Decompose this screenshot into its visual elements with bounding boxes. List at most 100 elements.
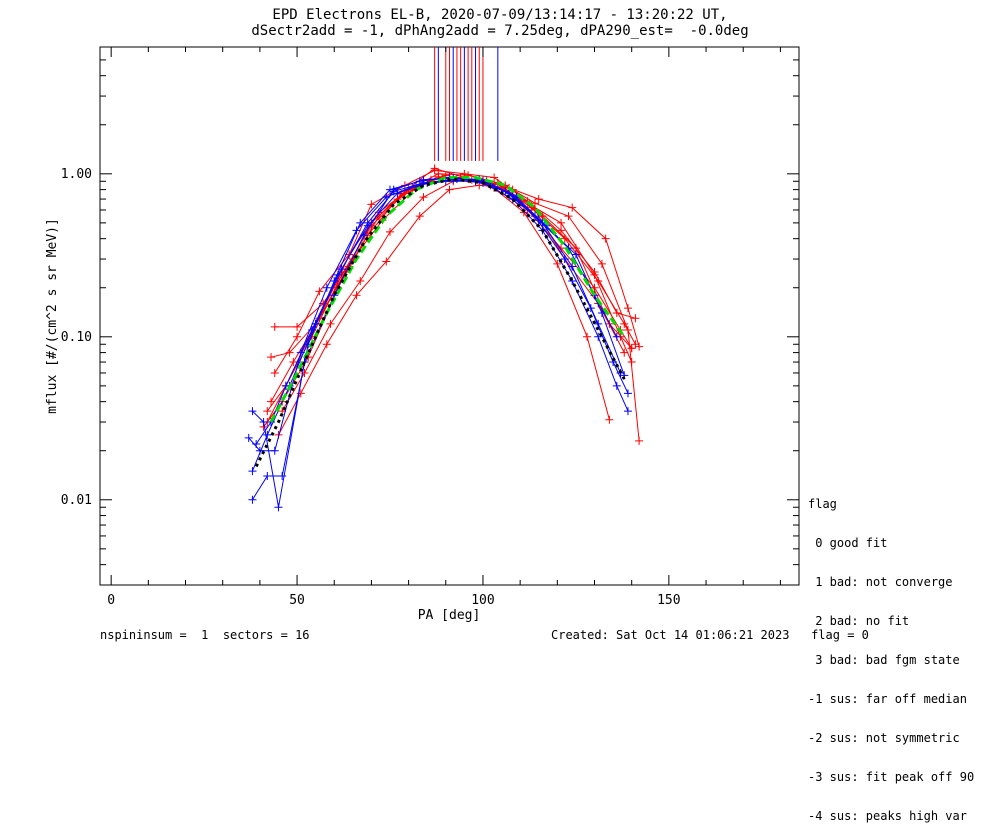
data-point-red xyxy=(557,226,566,235)
data-point-blue xyxy=(322,283,331,292)
data-point-blue xyxy=(307,326,316,335)
y-tick-label: 0.10 xyxy=(61,330,92,345)
data-point-blue xyxy=(623,407,632,416)
series-line-red xyxy=(270,169,636,358)
legend-item-0: 0 good fit xyxy=(808,536,888,550)
x-tick-label-50: 50 xyxy=(289,593,305,608)
data-point-blue xyxy=(252,439,261,448)
data-point-red xyxy=(612,308,621,317)
data-point-red xyxy=(356,276,365,285)
data-point-red xyxy=(605,415,614,424)
footer-spin-info: nspininsum = 1 sectors = 16 xyxy=(100,628,310,642)
data-point-red xyxy=(631,314,640,323)
data-point-red xyxy=(627,344,636,353)
data-point-red xyxy=(534,195,543,204)
data-point-red xyxy=(326,319,335,328)
data-point-red xyxy=(553,259,562,268)
data-point-blue xyxy=(415,177,424,186)
y-axis-label: mflux [#/(cm^2 s sr MeV)] xyxy=(45,218,60,414)
legend-item-3: 3 bad: bad fgm state xyxy=(808,653,960,667)
legend-item-5: -2 sus: not symmetric xyxy=(808,731,960,745)
data-point-red xyxy=(627,358,636,367)
y-tick-label: 0.01 xyxy=(61,493,92,508)
data-point-red xyxy=(352,291,361,300)
data-point-blue xyxy=(534,216,543,225)
data-point-red xyxy=(289,358,298,367)
data-point-blue xyxy=(386,185,395,194)
chart-title-line2: dSectr2add = -1, dPhAng2add = 7.25deg, d… xyxy=(251,23,749,39)
footer-created: Created: Sat Oct 14 01:06:21 2023 flag =… xyxy=(551,628,869,642)
data-point-blue xyxy=(571,250,580,259)
data-point-red xyxy=(300,368,309,377)
data-point-red xyxy=(419,193,428,202)
data-point-blue xyxy=(248,467,257,476)
data-point-red xyxy=(564,212,573,221)
series-line-blue xyxy=(248,180,629,452)
data-series xyxy=(244,164,644,512)
data-point-blue xyxy=(270,446,279,455)
data-point-blue xyxy=(296,348,305,357)
data-point-red xyxy=(367,200,376,209)
data-point-red xyxy=(635,436,644,445)
data-point-red xyxy=(263,407,272,416)
data-point-blue xyxy=(333,270,342,279)
data-point-blue xyxy=(244,433,253,442)
data-point-blue xyxy=(248,407,257,416)
data-point-blue xyxy=(612,332,621,341)
data-point-red xyxy=(620,348,629,357)
data-point-red xyxy=(270,322,279,331)
data-point-blue xyxy=(259,418,268,427)
legend-item-7: -4 sus: peaks high var xyxy=(808,809,967,823)
data-point-blue xyxy=(393,189,402,198)
data-point-blue xyxy=(248,495,257,504)
axes: 0 50 100 150 0.01 0.10 1.00 xyxy=(61,47,799,608)
series-line-red xyxy=(278,184,640,436)
series-line-blue xyxy=(255,178,625,445)
data-point-blue xyxy=(278,471,287,480)
data-point-red xyxy=(597,259,606,268)
data-point-red xyxy=(490,173,499,182)
data-point-red xyxy=(635,342,644,351)
series-line-red xyxy=(266,167,633,423)
data-point-blue xyxy=(356,218,365,227)
chart-title-line1: EPD Electrons EL-B, 2020-07-09/13:14:17 … xyxy=(272,7,728,23)
data-point-red xyxy=(322,340,331,349)
data-point-blue xyxy=(274,503,283,512)
legend-item-2: 2 bad: no fit xyxy=(808,614,910,628)
data-point-red xyxy=(270,368,279,377)
y-tick-label: 1.00 xyxy=(61,167,92,182)
legend-item-6: -3 sus: fit peak off 90 xyxy=(808,770,975,784)
data-point-red xyxy=(386,227,395,236)
x-tick-label-100: 100 xyxy=(471,593,494,608)
series-line-blue xyxy=(251,179,629,472)
data-point-red xyxy=(315,287,324,296)
flag-legend: flag 0 good fit 1 bad: not converge 2 ba… xyxy=(808,472,974,836)
series-line-green xyxy=(269,176,626,423)
data-point-blue xyxy=(560,255,569,264)
data-point-red xyxy=(623,326,632,335)
data-point-blue xyxy=(612,381,621,390)
data-point-blue xyxy=(568,262,577,271)
legend-item-1: 1 bad: not converge xyxy=(808,575,953,589)
data-point-red xyxy=(623,304,632,313)
data-point-red xyxy=(293,322,302,331)
x-axis-label: PA [deg] xyxy=(418,608,481,623)
data-point-red xyxy=(382,257,391,266)
data-point-blue xyxy=(597,308,606,317)
data-point-red xyxy=(590,270,599,279)
series-line-red xyxy=(263,176,610,428)
data-point-red xyxy=(557,218,566,227)
data-point-blue xyxy=(363,221,372,230)
data-point-blue xyxy=(263,430,272,439)
data-point-blue xyxy=(594,332,603,341)
peak-markers xyxy=(434,47,499,161)
legend-item-4: -1 sus: far off median xyxy=(808,692,967,706)
data-point-red xyxy=(568,203,577,212)
data-point-red xyxy=(601,234,610,243)
data-point-red xyxy=(430,166,439,175)
x-tick-label-0: 0 xyxy=(107,593,115,608)
data-point-red xyxy=(445,185,454,194)
x-tick-label-150: 150 xyxy=(657,593,680,608)
series-line-black xyxy=(254,177,626,468)
data-point-blue xyxy=(263,471,272,480)
